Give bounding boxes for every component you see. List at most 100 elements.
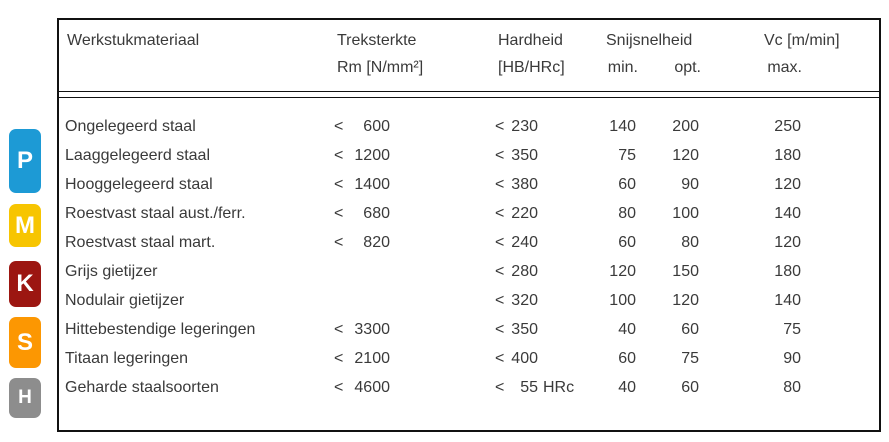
speed-opt: 120 bbox=[672, 147, 699, 164]
table-row: Laaggelegeerd staal < 1200 < 350 75 120 … bbox=[59, 141, 879, 170]
hardness-cell: < 220 bbox=[495, 199, 543, 228]
table-row: Hooggelegeerd staal < 1400 < 380 60 90 1… bbox=[59, 170, 879, 199]
table-row: Roestvast staal mart. < 820 < 240 60 80 … bbox=[59, 228, 879, 257]
speed-min: 140 bbox=[609, 118, 636, 135]
tensile-strength-cell: < 820 bbox=[334, 228, 390, 257]
table-row: Titaan legeringen < 2100 < 400 60 75 90 bbox=[59, 344, 879, 373]
speed-min: 75 bbox=[618, 147, 636, 164]
material-name: Laaggelegeerd staal bbox=[65, 147, 211, 164]
less-than-sign: < bbox=[334, 205, 344, 222]
material-name: Nodulair gietijzer bbox=[65, 292, 185, 309]
less-than-sign: < bbox=[495, 205, 505, 222]
speed-opt: 75 bbox=[681, 350, 699, 367]
speed-opt: 60 bbox=[681, 379, 699, 396]
less-than-sign: < bbox=[495, 176, 505, 193]
speed-opt: 150 bbox=[672, 263, 699, 280]
material-name: Ongelegeerd staal bbox=[65, 118, 196, 135]
header-hardness-unit: [HB/HRc] bbox=[498, 59, 565, 76]
speed-opt: 100 bbox=[672, 205, 699, 222]
less-than-sign: < bbox=[495, 379, 505, 396]
iso-badge-k: K bbox=[9, 261, 41, 307]
speed-min: 60 bbox=[618, 176, 636, 193]
speed-min: 80 bbox=[618, 205, 636, 222]
less-than-sign: < bbox=[495, 263, 505, 280]
material-name: Geharde staalsoorten bbox=[65, 379, 219, 396]
speed-max: 250 bbox=[774, 118, 801, 135]
hardness-cell: < 240 bbox=[495, 228, 543, 257]
speed-min: 60 bbox=[618, 350, 636, 367]
less-than-sign: < bbox=[495, 118, 505, 135]
iso-badge-s: S bbox=[9, 317, 41, 368]
speed-max: 140 bbox=[774, 205, 801, 222]
header-hardness: Hardheid bbox=[498, 32, 563, 49]
header-material: Werkstukmateriaal bbox=[67, 32, 200, 49]
header-sub-opt: opt. bbox=[674, 59, 701, 76]
speed-min: 100 bbox=[609, 292, 636, 309]
speed-min: 60 bbox=[618, 234, 636, 251]
hardness-cell: < 380 bbox=[495, 170, 543, 199]
tensile-strength-cell: < 1400 bbox=[334, 170, 390, 199]
less-than-sign: < bbox=[334, 176, 344, 193]
header-sub-max: max. bbox=[767, 59, 802, 76]
header-vc-unit: Vc [m/min] bbox=[764, 32, 840, 49]
hardness-cell: < 350 bbox=[495, 141, 543, 170]
material-name: Titaan legeringen bbox=[65, 350, 189, 367]
table-body: Ongelegeerd staal < 600 < 230 140 200 25… bbox=[59, 112, 879, 402]
material-name: Hooggelegeerd staal bbox=[65, 176, 213, 193]
iso-badge-m: M bbox=[9, 204, 41, 247]
less-than-sign: < bbox=[334, 350, 344, 367]
tensile-strength-cell: < 3300 bbox=[334, 315, 390, 344]
tensile-strength-cell bbox=[334, 257, 390, 286]
less-than-sign: < bbox=[495, 292, 505, 309]
table-row: Hittebestendige legeringen < 3300 < 350 … bbox=[59, 315, 879, 344]
speed-min: 40 bbox=[618, 321, 636, 338]
speed-max: 180 bbox=[774, 147, 801, 164]
tensile-strength-cell: < 1200 bbox=[334, 141, 390, 170]
material-name: Grijs gietijzer bbox=[65, 263, 158, 280]
hardness-cell: < 55 HRc bbox=[495, 373, 574, 402]
less-than-sign: < bbox=[495, 147, 505, 164]
header-tensile: Treksterkte bbox=[337, 32, 417, 49]
less-than-sign: < bbox=[334, 379, 344, 396]
header-sub-min: min. bbox=[607, 59, 638, 76]
speed-max: 90 bbox=[783, 350, 801, 367]
material-name: Roestvast staal aust./ferr. bbox=[65, 205, 246, 222]
header-cutting-speed: Snijsnelheid bbox=[606, 32, 693, 49]
header-tensile-unit: Rm [N/mm²] bbox=[337, 59, 424, 76]
speed-opt: 80 bbox=[681, 234, 699, 251]
material-name: Hittebestendige legeringen bbox=[65, 321, 256, 338]
hardness-cell: < 350 bbox=[495, 315, 543, 344]
less-than-sign: < bbox=[334, 234, 344, 251]
material-name: Roestvast staal mart. bbox=[65, 234, 216, 251]
cutting-speed-table: Werkstukmateriaal Treksterkte Hardheid S… bbox=[57, 18, 881, 432]
table-row: Roestvast staal aust./ferr. < 680 < 220 … bbox=[59, 199, 879, 228]
tensile-strength-cell: < 4600 bbox=[334, 373, 390, 402]
tensile-strength-cell bbox=[334, 286, 390, 315]
iso-badge-h: H bbox=[9, 378, 41, 418]
speed-opt: 120 bbox=[672, 292, 699, 309]
speed-opt: 90 bbox=[681, 176, 699, 193]
hardness-cell: < 320 bbox=[495, 286, 543, 315]
table-row: Nodulair gietijzer < 320 100 120 140 bbox=[59, 286, 879, 315]
speed-max: 120 bbox=[774, 234, 801, 251]
hardness-cell: < 280 bbox=[495, 257, 543, 286]
header-divider bbox=[59, 91, 879, 98]
speed-max: 180 bbox=[774, 263, 801, 280]
less-than-sign: < bbox=[334, 321, 344, 338]
tensile-strength-cell: < 680 bbox=[334, 199, 390, 228]
tensile-strength-cell: < 2100 bbox=[334, 344, 390, 373]
speed-min: 40 bbox=[618, 379, 636, 396]
hardness-cell: < 400 bbox=[495, 344, 543, 373]
speed-max: 140 bbox=[774, 292, 801, 309]
less-than-sign: < bbox=[334, 118, 344, 135]
speed-min: 120 bbox=[609, 263, 636, 280]
hardness-cell: < 230 bbox=[495, 112, 543, 141]
table-row: Grijs gietijzer < 280 120 150 180 bbox=[59, 257, 879, 286]
speed-opt: 60 bbox=[681, 321, 699, 338]
less-than-sign: < bbox=[495, 321, 505, 338]
table-row: Ongelegeerd staal < 600 < 230 140 200 25… bbox=[59, 112, 879, 141]
tensile-strength-cell: < 600 bbox=[334, 112, 390, 141]
less-than-sign: < bbox=[495, 234, 505, 251]
speed-opt: 200 bbox=[672, 118, 699, 135]
